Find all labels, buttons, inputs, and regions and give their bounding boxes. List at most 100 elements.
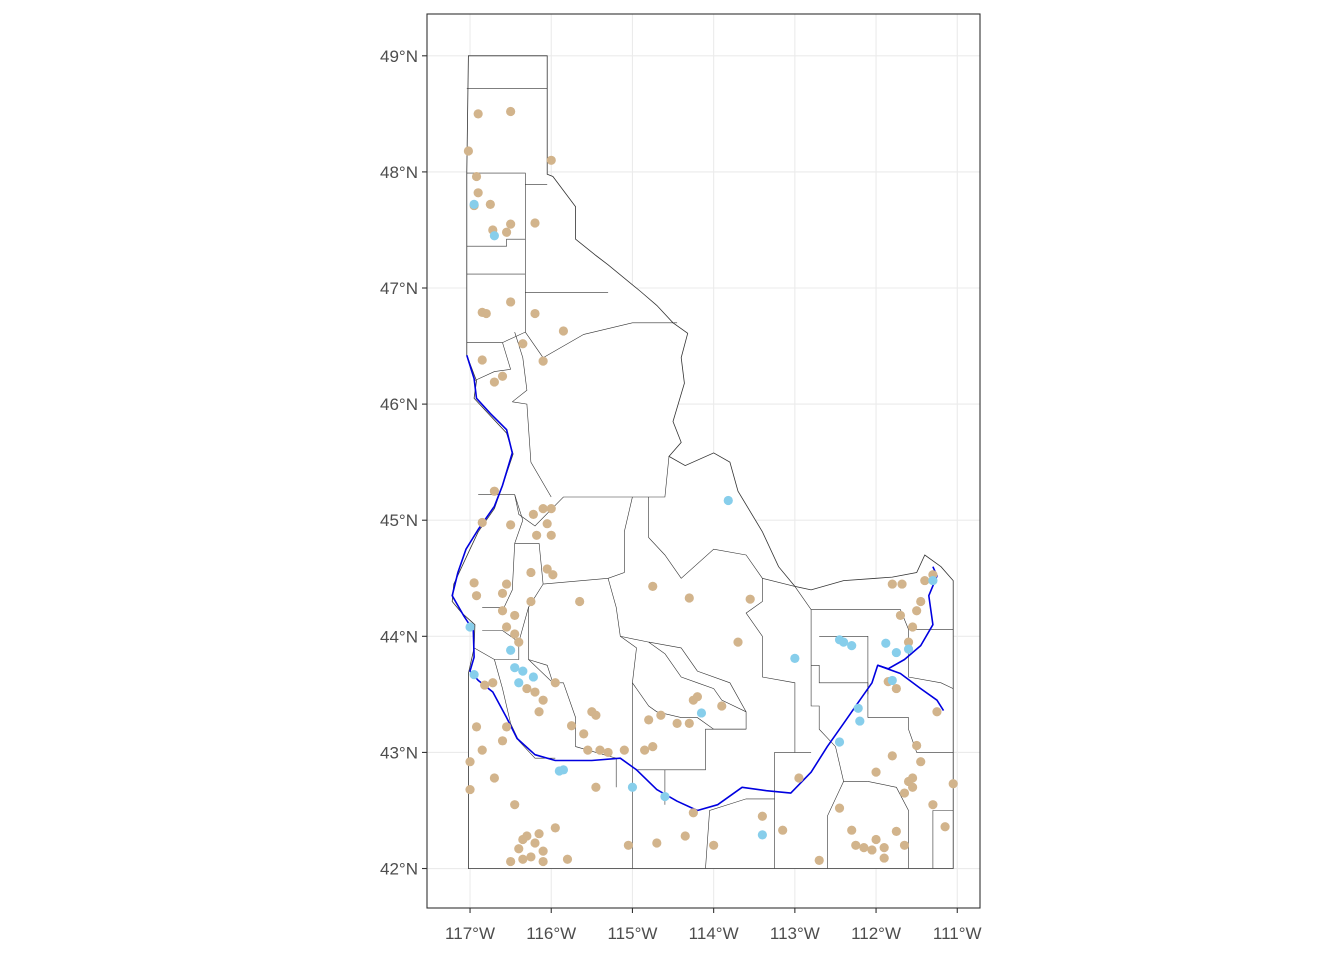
- lon-tick-label: 112°W: [851, 924, 901, 943]
- county-boundaries: [466, 88, 954, 869]
- land-point: [506, 219, 516, 229]
- land-point: [501, 227, 512, 237]
- land-point: [550, 678, 560, 688]
- lon-tick-label: 114°W: [689, 924, 739, 943]
- water-point: [790, 653, 800, 663]
- county-line: [827, 781, 844, 869]
- land-point: [514, 637, 524, 647]
- water-point: [510, 663, 520, 673]
- land-point: [501, 622, 512, 632]
- land-point: [538, 356, 548, 366]
- county-line: [648, 641, 747, 730]
- county-line: [543, 578, 609, 585]
- land-point: [656, 710, 666, 720]
- land-point: [506, 520, 516, 530]
- land-point: [548, 570, 558, 580]
- county-line: [745, 578, 812, 753]
- lon-tick-label: 117°W: [445, 924, 495, 943]
- county-line: [664, 653, 747, 713]
- land-point: [912, 606, 922, 616]
- land-point: [497, 371, 508, 381]
- lon-tick-label: 115°W: [607, 924, 657, 943]
- county-line: [473, 342, 511, 382]
- land-point: [644, 715, 654, 725]
- land-point: [778, 825, 788, 835]
- land-point: [897, 579, 907, 589]
- county-line: [819, 636, 869, 695]
- water-point: [881, 638, 891, 648]
- land-point: [469, 578, 479, 588]
- land-point: [471, 591, 482, 601]
- land-point: [916, 757, 926, 767]
- land-point: [879, 843, 889, 853]
- county-line: [512, 401, 552, 498]
- county-line: [620, 636, 637, 869]
- land-point: [940, 822, 950, 832]
- longitude-axis: 117°W 116°W 115°W 114°W 113°W 112°W 111°W: [445, 908, 982, 943]
- idaho-border: [451, 55, 954, 869]
- county-line: [867, 781, 909, 869]
- land-point: [859, 843, 869, 853]
- water-point: [514, 678, 524, 688]
- land-point: [506, 106, 516, 117]
- water-point: [928, 575, 938, 586]
- county-line: [466, 172, 548, 185]
- land-point: [514, 844, 524, 854]
- land-point: [899, 788, 910, 798]
- land-point: [471, 722, 482, 732]
- land-point: [538, 695, 548, 705]
- land-point: [851, 840, 861, 850]
- water-point: [887, 675, 897, 686]
- lat-tick-label: 43°N: [380, 743, 418, 762]
- land-point: [684, 593, 694, 603]
- land-point: [717, 701, 727, 711]
- water-point: [891, 647, 901, 658]
- land-point: [463, 146, 474, 156]
- county-line: [705, 798, 775, 869]
- land-point: [546, 155, 556, 165]
- county-line: [607, 496, 666, 654]
- water-point: [757, 830, 767, 840]
- land-point: [477, 517, 487, 528]
- land-point: [528, 509, 538, 520]
- land-point: [538, 504, 548, 514]
- land-point: [532, 530, 542, 540]
- land-point: [908, 773, 918, 783]
- land-point: [489, 486, 499, 496]
- land-point: [485, 199, 495, 210]
- lat-tick-label: 42°N: [380, 860, 418, 879]
- county-line: [525, 322, 678, 359]
- lon-tick-label: 116°W: [526, 924, 576, 943]
- land-point: [680, 831, 690, 841]
- land-point: [497, 606, 508, 616]
- county-line: [648, 497, 795, 587]
- land-point: [757, 811, 767, 821]
- land-point: [879, 853, 889, 863]
- land-point: [480, 680, 490, 690]
- water-point: [853, 703, 863, 713]
- land-point: [558, 326, 569, 336]
- land-point: [891, 683, 901, 694]
- land-point: [887, 579, 897, 589]
- land-point: [488, 678, 498, 688]
- latitude-axis: 49°N 48°N 47°N 46°N 45°N 44°N 43°N 42°N: [380, 47, 427, 879]
- water-point: [838, 637, 849, 647]
- land-point: [546, 530, 556, 540]
- water-point: [627, 782, 638, 792]
- land-point: [619, 745, 629, 755]
- water-point: [855, 716, 865, 726]
- land-point: [648, 581, 658, 591]
- water-points: [465, 199, 938, 840]
- land-point: [510, 629, 520, 639]
- water-point: [506, 645, 516, 655]
- land-point: [473, 188, 483, 198]
- land-point: [887, 751, 897, 761]
- land-point: [506, 297, 516, 307]
- lat-tick-label: 49°N: [380, 47, 418, 66]
- land-point: [497, 736, 508, 746]
- county-line: [774, 752, 795, 869]
- lon-tick-label: 113°W: [770, 924, 820, 943]
- river-branch-line: [877, 664, 945, 712]
- land-point: [912, 740, 922, 751]
- land-point: [688, 808, 698, 818]
